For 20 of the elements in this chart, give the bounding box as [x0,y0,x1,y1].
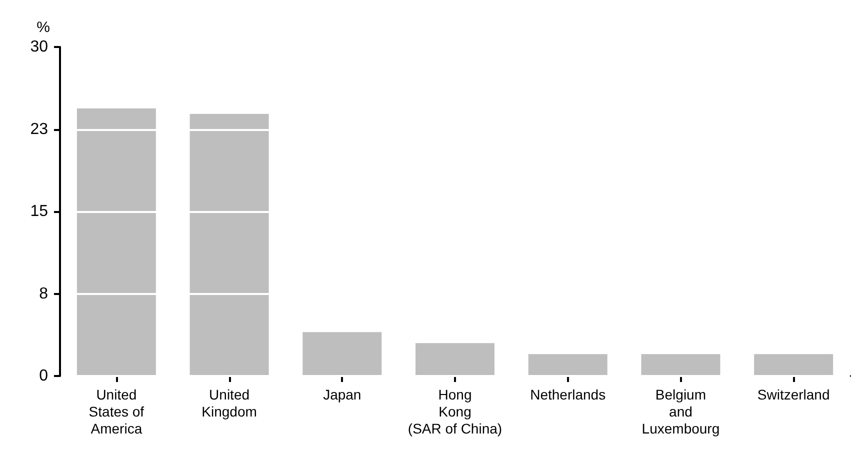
bar [528,354,608,376]
bar [76,108,156,376]
x-tick-label: Belgium and Luxembourg [642,386,720,436]
x-tick-label: United States of America [88,386,144,436]
bar [416,343,494,376]
y-tick-label: 0 [39,368,48,384]
x-tick-label: Hong Kong (SAR of China) [408,386,502,436]
x-tick-label: Netherlands [530,386,606,402]
y-tick-label: 30 [30,38,48,56]
y-axis-title: % [36,19,50,36]
x-tick-label: United Kingdom [202,386,257,420]
x-tick-label: Switzerland [757,386,830,402]
bar [302,332,382,376]
y-tick-label: 8 [39,285,48,302]
y-tick-label: 15 [30,203,48,220]
bar [754,354,834,376]
y-tick-label: 23 [30,120,48,138]
bar [190,114,269,376]
x-tick-label: Japan [323,386,362,402]
bar [641,354,720,376]
